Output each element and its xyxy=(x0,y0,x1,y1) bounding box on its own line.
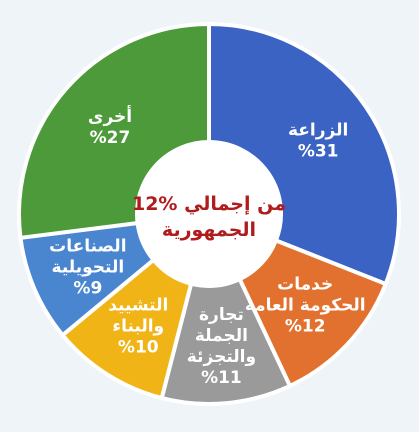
slice-value-3: %11 xyxy=(201,368,242,388)
slice-label-4: التشييد والبناء %10 xyxy=(108,295,168,357)
slice-label-line: والتجزئة xyxy=(187,347,256,367)
slice-label-line: تجارة xyxy=(199,305,244,325)
slice-label-line: الصناعات xyxy=(49,236,126,256)
slice-label-line: والبناء xyxy=(112,316,164,336)
slice-value-4: %10 xyxy=(118,337,159,357)
slice-label-line: التشييد xyxy=(108,295,168,315)
slice-label-line: التحويلية xyxy=(52,257,125,277)
slice-label-line: الحكومة العامة xyxy=(245,295,366,315)
slice-value-6: %27 xyxy=(90,128,131,148)
center-hole xyxy=(137,142,281,286)
slice-label-1: الزراعة %31 xyxy=(288,120,348,161)
slice-label-line: خدمات xyxy=(277,274,333,294)
center-label-line-2: الجمهورية xyxy=(162,219,256,241)
slice-label-line: أخرى xyxy=(88,105,132,127)
slice-value-5: %9 xyxy=(73,278,102,298)
slice-label-2: خدمات الحكومة العامة %12 xyxy=(245,274,366,336)
slice-label-line: الجملة xyxy=(195,326,248,346)
slice-label-5: الصناعات التحويلية %9 xyxy=(49,236,126,298)
slice-label-line: الزراعة xyxy=(288,120,348,140)
slice-value-1: %31 xyxy=(298,141,339,161)
slice-label-3: تجارة الجملة والتجزئة %11 xyxy=(187,305,256,388)
slice-value-2: %12 xyxy=(285,316,326,336)
slice-label-6: أخرى %27 xyxy=(88,105,132,148)
center-label-line-1: 12% من إجمالي xyxy=(132,193,286,215)
